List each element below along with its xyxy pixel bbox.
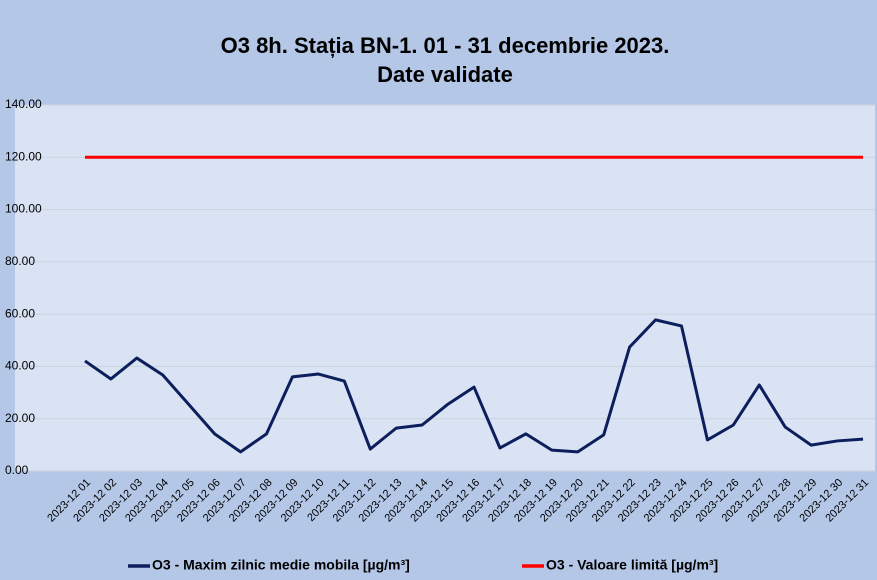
y-tick-label: 40.00 xyxy=(5,359,35,373)
y-tick-label: 100.00 xyxy=(5,202,42,216)
y-tick-label: 80.00 xyxy=(5,254,35,268)
plot-area xyxy=(15,105,875,471)
legend-label: O3 - Maxim zilnic medie mobila [µg/m³] xyxy=(152,557,410,573)
y-tick-label: 120.00 xyxy=(5,149,42,163)
legend-label: O3 - Valoare limită [µg/m³] xyxy=(546,557,718,573)
y-tick-label: 0.00 xyxy=(5,463,29,477)
y-tick-label: 140.00 xyxy=(5,97,42,111)
y-tick-label: 20.00 xyxy=(5,411,35,425)
chart-title: O3 8h. Stația BN-1. 01 - 31 decembrie 20… xyxy=(221,33,670,58)
chart-title: Date validate xyxy=(377,62,513,87)
series-line xyxy=(84,318,864,454)
y-tick-label: 60.00 xyxy=(5,306,35,320)
